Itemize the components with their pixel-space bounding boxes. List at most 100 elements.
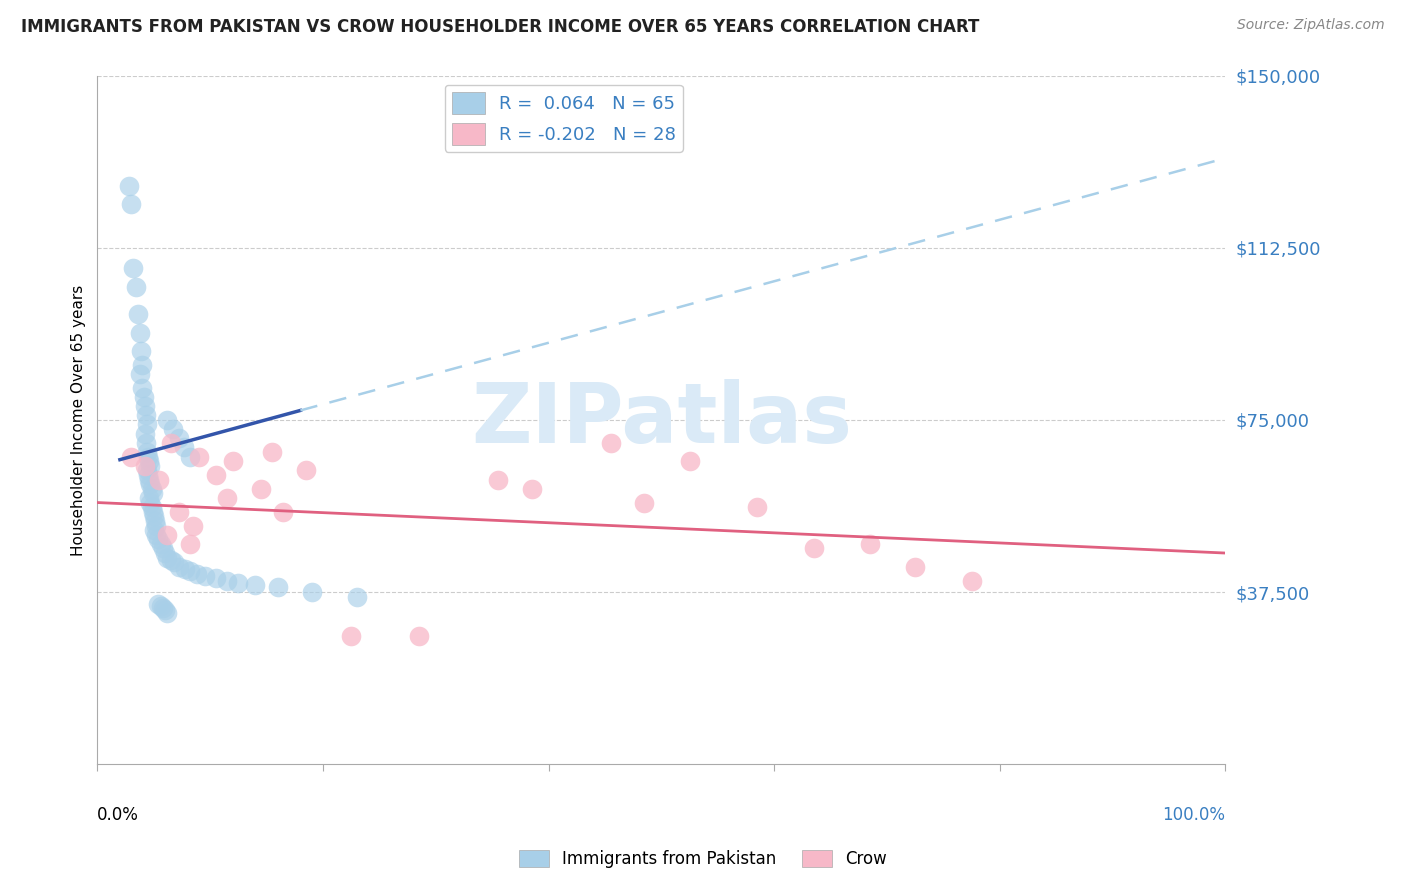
Point bbox=[134, 426, 156, 441]
Point bbox=[132, 390, 155, 404]
Point bbox=[139, 495, 162, 509]
Point bbox=[135, 435, 157, 450]
Point bbox=[904, 559, 927, 574]
Point bbox=[159, 553, 181, 567]
Point bbox=[148, 597, 170, 611]
Point bbox=[156, 550, 179, 565]
Point bbox=[222, 454, 245, 468]
Point bbox=[122, 261, 145, 276]
Point bbox=[120, 450, 142, 464]
Point bbox=[250, 482, 273, 496]
Point bbox=[125, 279, 148, 293]
Point bbox=[136, 450, 159, 464]
Point bbox=[141, 500, 163, 515]
Point bbox=[118, 178, 141, 193]
Text: 0.0%: 0.0% bbox=[97, 805, 139, 823]
Point bbox=[129, 326, 152, 340]
Legend: Immigrants from Pakistan, Crow: Immigrants from Pakistan, Crow bbox=[513, 843, 893, 875]
Point bbox=[960, 574, 983, 588]
Point bbox=[131, 381, 153, 395]
Point bbox=[149, 537, 172, 551]
Point bbox=[135, 409, 157, 423]
Point bbox=[295, 463, 318, 477]
Point bbox=[217, 574, 239, 588]
Point bbox=[145, 518, 167, 533]
Point bbox=[186, 566, 208, 581]
Point bbox=[346, 590, 368, 604]
Point bbox=[267, 581, 290, 595]
Point bbox=[167, 559, 190, 574]
Point bbox=[152, 541, 174, 556]
Point bbox=[153, 603, 176, 617]
Point bbox=[138, 491, 160, 505]
Point bbox=[520, 482, 543, 496]
Point bbox=[129, 367, 152, 381]
Point bbox=[120, 197, 142, 211]
Point bbox=[136, 463, 159, 477]
Point bbox=[678, 454, 700, 468]
Point bbox=[163, 555, 186, 569]
Point bbox=[156, 606, 179, 620]
Point bbox=[747, 500, 769, 515]
Point bbox=[156, 413, 179, 427]
Text: IMMIGRANTS FROM PAKISTAN VS CROW HOUSEHOLDER INCOME OVER 65 YEARS CORRELATION CH: IMMIGRANTS FROM PAKISTAN VS CROW HOUSEHO… bbox=[21, 18, 980, 36]
Point bbox=[156, 527, 179, 541]
Point bbox=[181, 518, 204, 533]
Point bbox=[204, 571, 226, 585]
Point bbox=[173, 441, 195, 455]
Text: 100.0%: 100.0% bbox=[1163, 805, 1226, 823]
Point bbox=[301, 585, 323, 599]
Point bbox=[142, 523, 165, 537]
Point bbox=[245, 578, 267, 592]
Point bbox=[145, 527, 167, 541]
Point bbox=[142, 486, 165, 500]
Point bbox=[179, 565, 201, 579]
Point bbox=[340, 629, 363, 643]
Point bbox=[138, 473, 160, 487]
Point bbox=[228, 575, 250, 590]
Point bbox=[148, 533, 170, 547]
Text: ZIPatlas: ZIPatlas bbox=[471, 379, 852, 460]
Point bbox=[167, 505, 190, 519]
Point bbox=[633, 495, 655, 509]
Point bbox=[134, 458, 156, 473]
Point bbox=[217, 491, 239, 505]
Point bbox=[167, 431, 190, 445]
Point bbox=[131, 358, 153, 372]
Point bbox=[142, 505, 165, 519]
Point bbox=[187, 450, 209, 464]
Point bbox=[803, 541, 825, 556]
Point bbox=[134, 399, 156, 413]
Point bbox=[139, 458, 162, 473]
Y-axis label: Householder Income Over 65 years: Householder Income Over 65 years bbox=[72, 285, 86, 556]
Point bbox=[262, 445, 284, 459]
Point bbox=[141, 482, 163, 496]
Point bbox=[193, 569, 215, 583]
Point bbox=[131, 344, 153, 359]
Point bbox=[136, 445, 159, 459]
Point bbox=[153, 546, 176, 560]
Point bbox=[859, 537, 882, 551]
Point bbox=[149, 599, 172, 613]
Point bbox=[159, 435, 181, 450]
Point bbox=[179, 537, 201, 551]
Point bbox=[142, 509, 165, 524]
Point bbox=[162, 422, 184, 436]
Point bbox=[599, 435, 621, 450]
Point bbox=[143, 514, 166, 528]
Point bbox=[486, 473, 509, 487]
Point bbox=[174, 562, 197, 576]
Point bbox=[139, 477, 162, 491]
Point bbox=[408, 629, 430, 643]
Point bbox=[152, 601, 174, 615]
Point bbox=[204, 468, 226, 483]
Legend: R =  0.064   N = 65, R = -0.202   N = 28: R = 0.064 N = 65, R = -0.202 N = 28 bbox=[444, 85, 683, 152]
Point bbox=[179, 450, 201, 464]
Point bbox=[148, 473, 170, 487]
Point bbox=[136, 468, 159, 483]
Point bbox=[111, 54, 134, 69]
Point bbox=[127, 307, 149, 321]
Point bbox=[136, 417, 159, 432]
Point bbox=[273, 505, 295, 519]
Text: Source: ZipAtlas.com: Source: ZipAtlas.com bbox=[1237, 18, 1385, 32]
